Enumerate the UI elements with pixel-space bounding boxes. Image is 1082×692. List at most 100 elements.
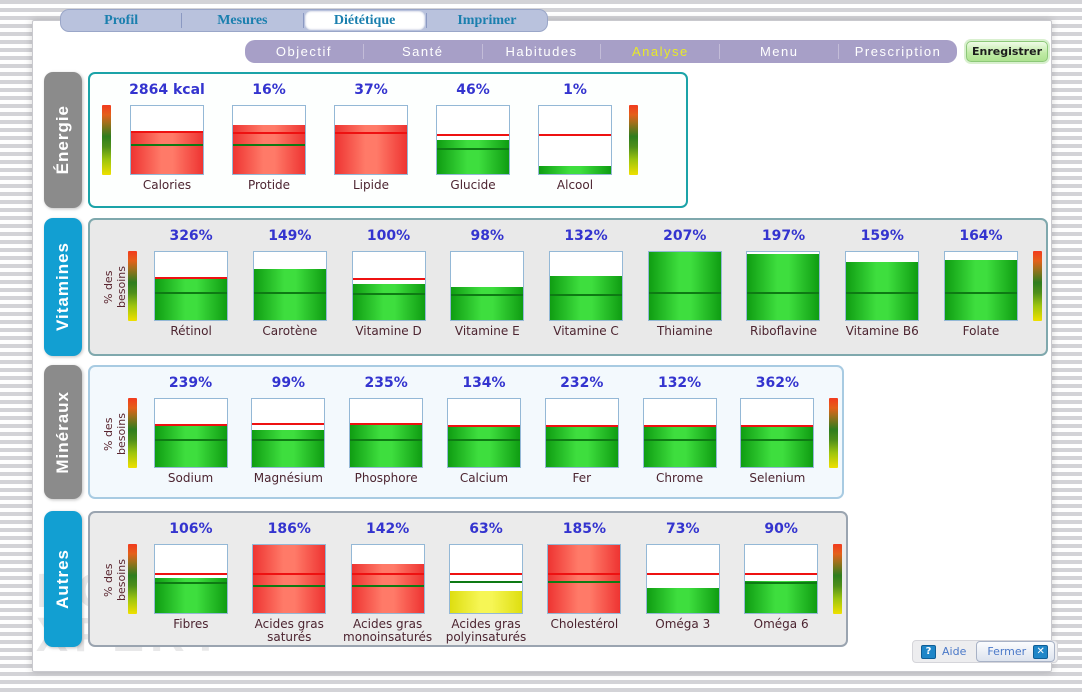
gauge-fill-red bbox=[131, 131, 203, 174]
gauge-chart bbox=[232, 105, 306, 175]
limit-line-red bbox=[447, 424, 520, 427]
gauge-label: Thiamine bbox=[656, 324, 713, 338]
gauge-chart bbox=[943, 251, 1018, 321]
gauge-label: Vitamine C bbox=[553, 324, 619, 338]
gauge-label: Calories bbox=[142, 178, 192, 192]
target-line-green bbox=[648, 291, 721, 294]
gauge-carotene: 149% Carotène bbox=[240, 228, 339, 338]
axis-label: % des besoins bbox=[102, 266, 128, 308]
limit-line-red bbox=[450, 573, 522, 576]
gauge-riboflavine: 197% Riboflavine bbox=[734, 228, 833, 338]
gauge-value: 2864 kcal bbox=[129, 82, 205, 98]
tab-separator bbox=[302, 13, 304, 28]
gauge-label: Chrome bbox=[656, 471, 704, 485]
gauge-chart bbox=[538, 105, 612, 175]
gauge-selenium: 362% Selenium bbox=[729, 375, 827, 485]
gauge-value: 132% bbox=[564, 228, 608, 244]
gauge-fill-green bbox=[747, 254, 820, 320]
gauge-chart bbox=[450, 251, 525, 321]
subtab-separator bbox=[719, 44, 721, 59]
gauge-fill-green bbox=[944, 260, 1017, 320]
gauge-fill-green bbox=[352, 283, 425, 320]
color-scale-bar bbox=[128, 398, 137, 468]
gauge-fill-green bbox=[741, 426, 814, 467]
gauge-label: Selenium bbox=[749, 471, 806, 485]
gauge-fill-red bbox=[351, 564, 424, 613]
tab-imprimer[interactable]: Imprimer bbox=[457, 12, 517, 28]
limit-line-red bbox=[539, 133, 611, 136]
gauge-fill-green bbox=[745, 581, 818, 613]
tab-dietetique[interactable]: Diététique bbox=[304, 11, 425, 30]
gauge-chart bbox=[746, 251, 821, 321]
gauge-calories: 2864 kcal Calories bbox=[116, 82, 218, 192]
target-line-green bbox=[747, 291, 820, 294]
subtab-menu[interactable]: Menu bbox=[759, 44, 799, 59]
gauge-protide: 16% Protide bbox=[218, 82, 320, 192]
tab-profil[interactable]: Profil bbox=[104, 12, 139, 28]
subtab-habitudes[interactable]: Habitudes bbox=[505, 44, 578, 59]
gauge-label: Carotène bbox=[262, 324, 318, 338]
limit-line-red bbox=[352, 278, 425, 281]
gauge-vitamine-d: 100% Vitamine D bbox=[339, 228, 438, 338]
gauge-fill-green bbox=[437, 140, 509, 174]
limit-line-red bbox=[335, 132, 407, 135]
gauge-value: 232% bbox=[560, 375, 604, 391]
subtab-prescription[interactable]: Prescription bbox=[854, 44, 942, 59]
gauge-value: 100% bbox=[366, 228, 411, 244]
limit-line-red bbox=[745, 573, 818, 576]
tab-mesures[interactable]: Mesures bbox=[217, 12, 268, 28]
target-line-green bbox=[450, 580, 522, 583]
section-title: Énergie bbox=[53, 105, 72, 175]
close-icon: ✕ bbox=[1033, 644, 1049, 659]
section-panel-mineraux: % des besoins 239% Sodium 99% Magnésium 235% P… bbox=[88, 365, 844, 499]
gauge-fill-green bbox=[154, 426, 227, 467]
gauge-omega-3: 73% Oméga 3 bbox=[634, 521, 732, 631]
gauge-fill-green bbox=[646, 587, 719, 613]
gauge-value: 362% bbox=[755, 375, 800, 391]
gauge-value: 98% bbox=[470, 228, 505, 244]
subtab-objectif[interactable]: Objectif bbox=[275, 44, 332, 59]
gauge-fill-green bbox=[643, 426, 716, 467]
gauge-chrome: 132% Chrome bbox=[631, 375, 729, 485]
gauge-value: 326% bbox=[169, 228, 213, 244]
gauge-value: 1% bbox=[563, 82, 587, 98]
gauge-chart bbox=[351, 251, 426, 321]
gauge-chart bbox=[350, 544, 425, 614]
limit-line-red bbox=[131, 130, 203, 133]
gauge-label: Sodium bbox=[167, 471, 214, 485]
target-line-green bbox=[233, 144, 305, 147]
gauge-omega-6: 90% Oméga 6 bbox=[732, 521, 830, 631]
limit-line-red bbox=[545, 424, 618, 427]
gauge-chart bbox=[334, 105, 408, 175]
section-label-mineraux: Minéraux bbox=[44, 365, 82, 499]
color-scale-bar bbox=[128, 251, 137, 321]
gauge-value: 46% bbox=[456, 82, 490, 98]
gauge-acides-gras-monoinsatures: 142% Acides gras monoinsaturés bbox=[338, 521, 436, 645]
gauge-value: 73% bbox=[665, 521, 700, 537]
close-label: Fermer bbox=[987, 645, 1027, 658]
save-button[interactable]: Enregistrer bbox=[966, 41, 1048, 62]
color-scale-bar bbox=[829, 398, 838, 468]
limit-line-red bbox=[548, 573, 621, 576]
limit-line-red bbox=[252, 423, 325, 426]
help-button[interactable]: ? Aide bbox=[915, 644, 976, 659]
gauge-fill-red bbox=[253, 545, 326, 613]
gauge-retinol: 326% Rétinol bbox=[142, 228, 241, 338]
limit-line-red bbox=[233, 132, 305, 135]
gauge-chart bbox=[154, 251, 229, 321]
axis-label: % des besoins bbox=[102, 559, 128, 601]
subtab-sante[interactable]: Santé bbox=[402, 44, 444, 59]
gauge-label: Glucide bbox=[450, 178, 496, 192]
gauge-label: Oméga 3 bbox=[655, 617, 711, 631]
subtab-analyse[interactable]: Analyse bbox=[632, 44, 689, 59]
subtab-separator bbox=[600, 44, 602, 59]
gauge-chart bbox=[544, 398, 619, 468]
gauge-vitamine-b6: 159% Vitamine B6 bbox=[833, 228, 932, 338]
gauge-value: 142% bbox=[365, 521, 410, 537]
section-panel-vitamines: % des besoins 326% Rétinol 149% Carotène 100%… bbox=[88, 218, 1048, 356]
color-scale-bar bbox=[102, 105, 111, 175]
close-button[interactable]: Fermer ✕ bbox=[976, 641, 1056, 662]
gauge-chart bbox=[251, 398, 326, 468]
gauge-fill-green bbox=[350, 424, 423, 467]
